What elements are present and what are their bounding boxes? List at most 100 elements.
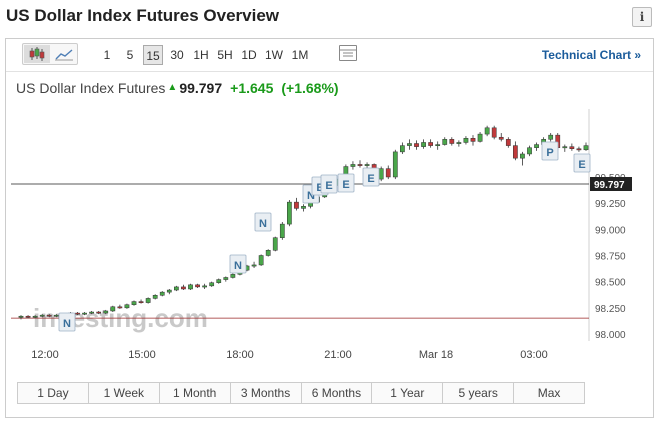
- event-marker: [254, 212, 272, 232]
- chart-type-toggle: [22, 43, 78, 65]
- current-price-label: 99.797: [594, 180, 625, 191]
- candle-body: [75, 312, 80, 315]
- candle-body: [498, 136, 504, 140]
- candle-body: [513, 145, 518, 159]
- event-marker: [320, 174, 338, 194]
- toolbar-divider: [6, 71, 653, 72]
- candle-body: [166, 289, 172, 293]
- candle-body: [548, 134, 554, 140]
- interval-1w[interactable]: 1W: [265, 48, 283, 62]
- period-6-months[interactable]: 6 Months: [301, 383, 373, 403]
- period-1-day[interactable]: 1 Day: [18, 383, 89, 403]
- event-marker-label: E: [367, 173, 374, 185]
- candle-body: [216, 279, 222, 283]
- table-icon[interactable]: [339, 45, 357, 61]
- candle-body: [385, 168, 391, 178]
- candle-body: [202, 285, 207, 288]
- last-price: 99.797: [179, 80, 223, 96]
- candle-body: [357, 164, 363, 166]
- event-marker-label: N: [234, 260, 242, 272]
- event-marker: [541, 141, 559, 161]
- candle-body: [258, 255, 264, 266]
- event-marker: [362, 167, 380, 187]
- y-tick-label: 98.250: [595, 304, 626, 315]
- candle-body: [159, 291, 165, 296]
- candle-body: [89, 311, 94, 314]
- candle-body: [96, 311, 102, 314]
- event-marker-label: E: [316, 182, 323, 194]
- candle-body: [428, 142, 433, 146]
- candle-body: [407, 143, 412, 146]
- event-marker-label: N: [259, 218, 267, 230]
- candle-body: [569, 146, 575, 149]
- candle-body: [364, 164, 370, 166]
- area-chart-icon[interactable]: [51, 45, 77, 63]
- candle-body: [421, 142, 426, 147]
- candle-body: [209, 282, 215, 287]
- up-arrow-icon: ▲: [167, 82, 178, 93]
- period-1-year[interactable]: 1 Year: [372, 383, 444, 403]
- x-tick-label: Mar 18: [419, 349, 453, 361]
- candle-body: [435, 144, 441, 147]
- candle-body: [442, 139, 448, 145]
- price-change: +1.645: [230, 80, 274, 96]
- candle-body: [25, 315, 31, 318]
- candle-body: [53, 314, 59, 317]
- candlestick-icon[interactable]: [24, 45, 50, 63]
- interval-1d[interactable]: 1D: [241, 48, 257, 62]
- candle-body: [32, 315, 38, 318]
- candle-body: [181, 286, 186, 290]
- candle-body: [287, 201, 292, 225]
- event-marker-label: N: [63, 318, 71, 330]
- x-tick-label: 18:00: [226, 349, 254, 361]
- interval-30[interactable]: 30: [170, 48, 184, 62]
- event-marker-label: P: [546, 147, 553, 159]
- interval-1h[interactable]: 1H: [193, 48, 209, 62]
- period-max[interactable]: Max: [514, 383, 584, 403]
- period-5-years[interactable]: 5 years: [443, 383, 515, 403]
- candle-body: [223, 277, 229, 280]
- current-price-tag: [590, 177, 632, 191]
- candle-body: [350, 164, 356, 167]
- candle-body: [484, 127, 490, 135]
- x-tick-label: 03:00: [520, 349, 548, 361]
- candle-body: [152, 295, 158, 299]
- candle-body: [583, 145, 589, 151]
- candle-body: [272, 237, 278, 251]
- candle-body: [520, 153, 525, 159]
- candle-body: [188, 284, 193, 290]
- candle-body: [251, 264, 257, 267]
- period-1-week[interactable]: 1 Week: [88, 383, 160, 403]
- candle-body: [103, 310, 109, 314]
- interval-5[interactable]: 5: [126, 48, 134, 62]
- instrument-name: US Dollar Index Futures: [16, 80, 166, 96]
- candle-body: [378, 168, 384, 180]
- technical-chart-link[interactable]: Technical Chart »: [541, 48, 641, 62]
- interval-1[interactable]: 1: [103, 48, 111, 62]
- candle-body: [449, 139, 455, 144]
- interval-1m[interactable]: 1M: [291, 48, 309, 62]
- y-tick-label: 98.500: [595, 278, 626, 289]
- period-3-months[interactable]: 3 Months: [230, 383, 302, 403]
- candle-body: [39, 314, 45, 317]
- candle-body: [400, 145, 405, 153]
- candle-body: [505, 139, 511, 146]
- event-marker: [573, 153, 591, 173]
- candle-body: [392, 151, 398, 178]
- chart-panel: 1 5 15 30 1H 5H 1D 1W 1M Technical Chart…: [5, 38, 654, 418]
- candle-body: [562, 146, 568, 149]
- event-marker: [229, 254, 247, 274]
- x-tick-label: 12:00: [31, 349, 59, 361]
- page-title: US Dollar Index Futures Overview: [6, 6, 280, 25]
- y-tick-label: 98.000: [595, 330, 626, 341]
- event-marker-label: E: [325, 180, 332, 192]
- candle-body: [265, 250, 271, 256]
- interval-5h[interactable]: 5H: [217, 48, 233, 62]
- price-chart[interactable]: investing.com99.50099.25099.00098.75098.…: [11, 105, 648, 365]
- y-tick-label: 99.000: [595, 225, 626, 236]
- period-1-month[interactable]: 1 Month: [159, 383, 231, 403]
- interval-15[interactable]: 15: [143, 45, 163, 65]
- info-icon[interactable]: i: [632, 7, 652, 27]
- candle-body: [195, 284, 200, 288]
- price-change-percent: (+1.68%): [281, 80, 339, 96]
